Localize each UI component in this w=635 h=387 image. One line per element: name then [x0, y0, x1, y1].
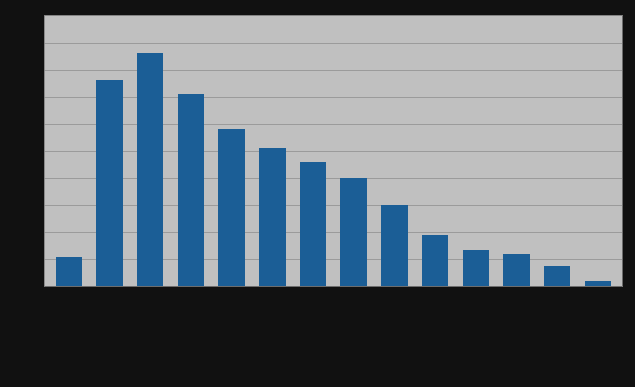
Bar — [381, 205, 408, 286]
Bar — [462, 250, 489, 286]
Bar — [137, 53, 163, 286]
Bar — [300, 162, 326, 286]
Bar — [504, 254, 530, 286]
Bar — [259, 148, 286, 286]
Bar — [340, 178, 367, 286]
Bar — [178, 94, 204, 286]
Bar — [218, 129, 245, 286]
Bar — [544, 266, 570, 286]
Bar — [97, 80, 123, 286]
Bar — [585, 281, 611, 286]
Bar — [56, 257, 82, 286]
Bar — [422, 235, 448, 286]
